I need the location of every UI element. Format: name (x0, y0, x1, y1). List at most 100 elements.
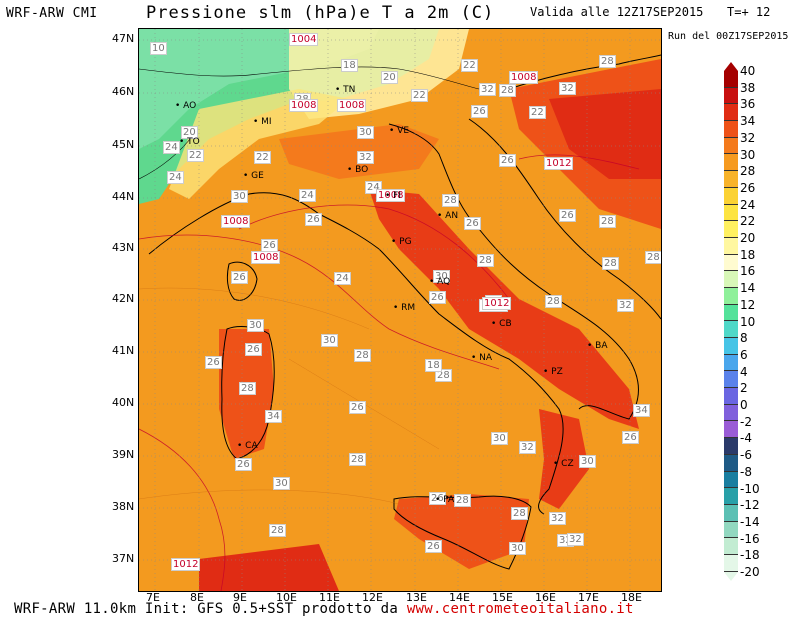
legend-color-box (724, 187, 738, 205)
city-label-ao: • AO (175, 101, 197, 111)
temperature-label: 26 (622, 431, 639, 444)
legend-color-box (724, 87, 738, 105)
temperature-label: 30 (491, 432, 508, 445)
lon-tick-label: 12E (362, 591, 383, 604)
temperature-label: 26 (425, 540, 442, 553)
temperature-label: 28 (645, 251, 661, 264)
temperature-label: 26 (205, 356, 222, 369)
legend-value: 40 (740, 64, 756, 78)
lon-tick-label: 10E (276, 591, 297, 604)
temperature-label: 34 (265, 410, 282, 423)
lon-tick-label: 18E (621, 591, 642, 604)
temperature-label: 28 (239, 382, 256, 395)
lat-tick-label: 44N (112, 190, 135, 203)
temperature-label: 28 (545, 295, 562, 308)
legend-color-box (724, 204, 738, 222)
city-label-cb: • CB (491, 319, 512, 329)
city-label-pg: • PG (391, 237, 412, 247)
temperature-label: 32 (559, 82, 576, 95)
legend-color-box (724, 137, 738, 155)
temperature-label: 32 (357, 151, 374, 164)
pressure-label: 1008 (376, 189, 406, 202)
temperature-label: 24 (334, 272, 351, 285)
footer: WRF-ARW 11.0km Init: GFS 0.5+SST prodott… (14, 601, 634, 617)
legend-color-box (724, 171, 738, 188)
legend-color-box (724, 271, 738, 288)
temperature-label: 22 (461, 59, 478, 72)
temperature-label: 26 (305, 213, 322, 226)
legend-color-box (724, 71, 738, 88)
lon-tick-label: 7E (146, 591, 160, 604)
pressure-label: 1004 (289, 33, 319, 46)
temperature-label: 24 (163, 141, 180, 154)
legend-color-box (724, 521, 738, 539)
temperature-label: 26 (349, 401, 366, 414)
legend-color-box (724, 254, 738, 272)
temperature-label: 18 (425, 359, 442, 372)
model-name: WRF-ARW CMI (6, 6, 98, 21)
temperature-label: 32 (617, 299, 634, 312)
temperature-label: 32 (567, 533, 584, 546)
city-label-pz: • PZ (543, 367, 563, 377)
legend-value: 32 (740, 130, 756, 145)
pressure-label: 1012 (544, 157, 574, 170)
legend-color-box (724, 221, 738, 238)
temperature-label: 30 (321, 334, 338, 347)
pressure-label: 1008 (337, 99, 367, 112)
legend-color-box (724, 421, 738, 439)
legend-value: 6 (740, 347, 748, 362)
lon-tick-label: 15E (492, 591, 513, 604)
legend-color-box (724, 488, 738, 505)
legend-value: 8 (740, 331, 748, 346)
legend-value: 16 (740, 264, 756, 279)
city-label-cz: • CZ (553, 459, 574, 469)
pressure-label: 1008 (221, 215, 251, 228)
legend-color-box (724, 287, 738, 305)
lon-tick-label: 17E (578, 591, 599, 604)
temperature-label: 34 (633, 404, 650, 417)
run-time: Run del 00Z17SEP2015 (668, 31, 789, 42)
legend-color-box (724, 121, 738, 138)
legend-value: 30 (740, 147, 756, 162)
lat-tick-label: 37N (112, 552, 135, 565)
legend-value: -10 (740, 481, 760, 496)
temperature-label: 22 (187, 149, 204, 162)
lat-tick-label: 45N (112, 138, 135, 151)
temperature-label: 28 (349, 453, 366, 466)
pressure-label: 1008 (289, 99, 319, 112)
legend-value: 18 (740, 247, 756, 262)
legend-color-box (724, 304, 738, 322)
temperature-label: 26 (235, 458, 252, 471)
lat-tick-label: 40N (112, 396, 135, 409)
city-label-rm: • RM (393, 303, 416, 313)
temperature-label: 30 (357, 126, 374, 139)
temperature-label: 28 (269, 524, 286, 537)
legend-color-box (724, 438, 738, 455)
temperature-label: 30 (509, 542, 526, 555)
temperature-label: 26 (471, 105, 488, 118)
legend-color-box (724, 371, 738, 389)
legend-bottom-arrow (724, 571, 738, 581)
lon-tick-label: 8E (190, 591, 204, 604)
legend-value: 24 (740, 197, 756, 212)
temperature-legend (724, 62, 738, 581)
temperature-label: 28 (354, 349, 371, 362)
temperature-label: 22 (254, 151, 271, 164)
lon-tick-label: 16E (535, 591, 556, 604)
city-label-ca: • CA (237, 441, 258, 451)
temperature-label: 10 (150, 42, 167, 55)
temperature-label: 28 (602, 257, 619, 270)
temperature-label: 32 (479, 83, 496, 96)
footer-url[interactable]: www.centrometeoitaliano.it (406, 601, 634, 617)
legend-color-box (724, 321, 738, 338)
legend-value: 4 (740, 364, 748, 379)
legend-value: 0 (740, 398, 748, 412)
borders (139, 66, 480, 180)
legend-value: 34 (740, 114, 756, 129)
city-label-fi: • FI (385, 191, 402, 201)
pressure-label: 1012 (482, 297, 512, 310)
mild-area-pre-alps (169, 89, 349, 199)
legend-color-box (724, 388, 738, 405)
temperature-label: 28 (477, 254, 494, 267)
legend-value: 20 (740, 231, 756, 245)
